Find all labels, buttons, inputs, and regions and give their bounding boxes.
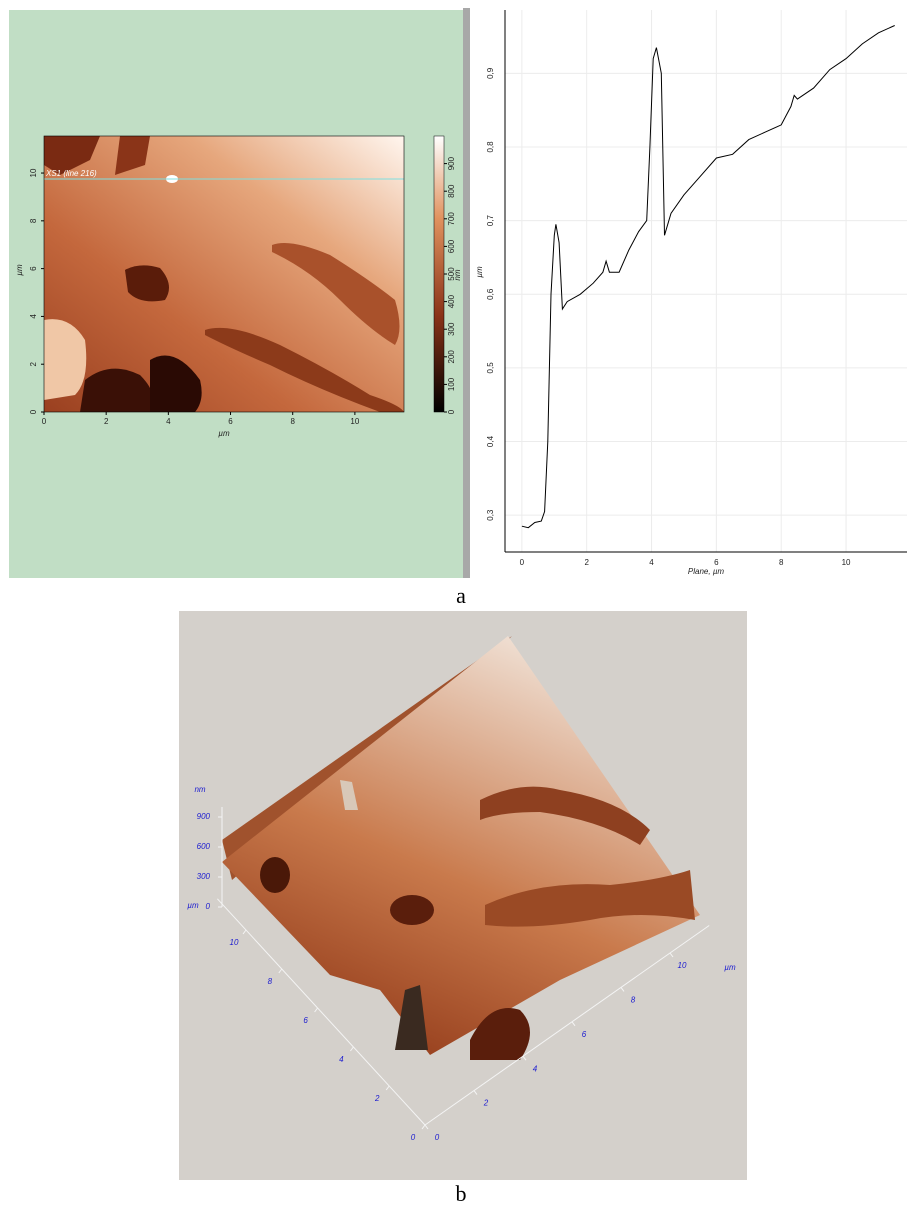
colorbar-tick-label: 300 bbox=[447, 322, 456, 336]
surface-plot bbox=[222, 636, 700, 1060]
colorbar-tick-label: 0 bbox=[447, 409, 456, 414]
z-tick-label: 300 bbox=[197, 872, 211, 881]
x-tick-label: 8 bbox=[290, 417, 295, 426]
y-tick-label: 10 bbox=[230, 938, 239, 947]
y-tick-label: 0,5 bbox=[486, 362, 495, 374]
colorbar-tick-label: 100 bbox=[447, 377, 456, 391]
x-tick-label: 0 bbox=[42, 417, 47, 426]
y-tick-label: 6 bbox=[29, 266, 38, 271]
x-tick bbox=[522, 1055, 527, 1061]
x-tick bbox=[620, 987, 625, 992]
x-tick-label: 0 bbox=[435, 1133, 440, 1142]
x-tick-label: 8 bbox=[779, 558, 784, 567]
x-axis-label: Plane, µm bbox=[688, 567, 725, 576]
x-axis-label: µm bbox=[218, 429, 230, 438]
x-tick-label: 2 bbox=[104, 417, 109, 426]
y-tick-label: 8 bbox=[268, 977, 273, 986]
y-axis bbox=[216, 898, 426, 1126]
x-tick-label: 4 bbox=[166, 417, 171, 426]
x-tick-label: 6 bbox=[228, 417, 233, 426]
y-tick-label: 2 bbox=[374, 1094, 380, 1103]
y-tick bbox=[314, 1007, 319, 1013]
profile-line bbox=[521, 25, 895, 529]
x-tick-label: 2 bbox=[483, 1099, 489, 1108]
x-axis bbox=[424, 925, 710, 1126]
x-tick bbox=[424, 1124, 429, 1130]
y-tick-label: 0,4 bbox=[486, 435, 495, 447]
colorbar-tick-label: 200 bbox=[447, 350, 456, 364]
y-tick-label: 4 bbox=[29, 314, 38, 319]
colorbar-tick-label: 900 bbox=[447, 156, 456, 170]
y-tick bbox=[385, 1085, 390, 1091]
y-tick-label: 6 bbox=[303, 1016, 308, 1025]
z-tick-label: 0 bbox=[206, 902, 211, 911]
caption: a bbox=[456, 583, 466, 608]
y-tick bbox=[278, 968, 283, 974]
x-tick-label: 10 bbox=[678, 961, 687, 970]
x-tick-label: 10 bbox=[842, 558, 851, 567]
caption: b bbox=[456, 1181, 467, 1206]
annotation: XS1 (line 216) bbox=[45, 169, 97, 178]
z-tick-label: 900 bbox=[197, 812, 211, 821]
afm-image bbox=[44, 136, 404, 412]
y-tick-label: 0,3 bbox=[486, 509, 495, 521]
y-tick bbox=[349, 1046, 354, 1052]
y-axis-label: µm bbox=[475, 266, 484, 278]
y-tick bbox=[242, 929, 247, 935]
x-tick-label: 0 bbox=[520, 558, 525, 567]
x-tick-label: 4 bbox=[533, 1064, 538, 1073]
x-tick bbox=[473, 1090, 478, 1095]
y-tick-label: 10 bbox=[29, 168, 38, 177]
plot-frame bbox=[43, 135, 405, 413]
colorbar-tick-label: 500 bbox=[447, 267, 456, 281]
colorbar-tick-label: 600 bbox=[447, 239, 456, 253]
colorbar bbox=[433, 135, 445, 413]
y-tick-label: 4 bbox=[339, 1055, 344, 1064]
x-tick bbox=[669, 952, 674, 958]
y-tick-label: 0,8 bbox=[486, 141, 495, 153]
x-axis-label: µm bbox=[724, 963, 736, 972]
colorbar-tick-label: 400 bbox=[447, 294, 456, 308]
z-axis-label: nm bbox=[194, 785, 205, 794]
y-tick bbox=[421, 1124, 426, 1130]
x-tick-label: 4 bbox=[649, 558, 654, 567]
y-tick-label: 0,9 bbox=[486, 67, 495, 79]
y-axis-label: µm bbox=[15, 264, 24, 276]
x-tick-label: 8 bbox=[631, 996, 636, 1005]
y-tick-label: 8 bbox=[29, 218, 38, 223]
colorbar-tick-label: 700 bbox=[447, 212, 456, 226]
x-tick-label: 2 bbox=[584, 558, 589, 567]
profile-panel-bg bbox=[470, 5, 907, 578]
divider bbox=[463, 8, 470, 578]
y-tick-label: 0,6 bbox=[486, 288, 495, 300]
y-tick-label: 0 bbox=[29, 409, 38, 414]
x-tick-label: 6 bbox=[582, 1030, 587, 1039]
colorbar-label: nm bbox=[453, 269, 462, 280]
colorbar-tick-label: 800 bbox=[447, 184, 456, 198]
y-axis-label: µm bbox=[187, 901, 199, 910]
x-tick bbox=[571, 1021, 576, 1027]
y-tick-label: 0 bbox=[411, 1133, 416, 1142]
x-tick-label: 6 bbox=[714, 558, 719, 567]
y-tick-label: 2 bbox=[29, 361, 38, 366]
z-tick-label: 600 bbox=[197, 842, 211, 851]
y-tick-label: 0,7 bbox=[486, 215, 495, 227]
x-tick-label: 10 bbox=[350, 417, 359, 426]
